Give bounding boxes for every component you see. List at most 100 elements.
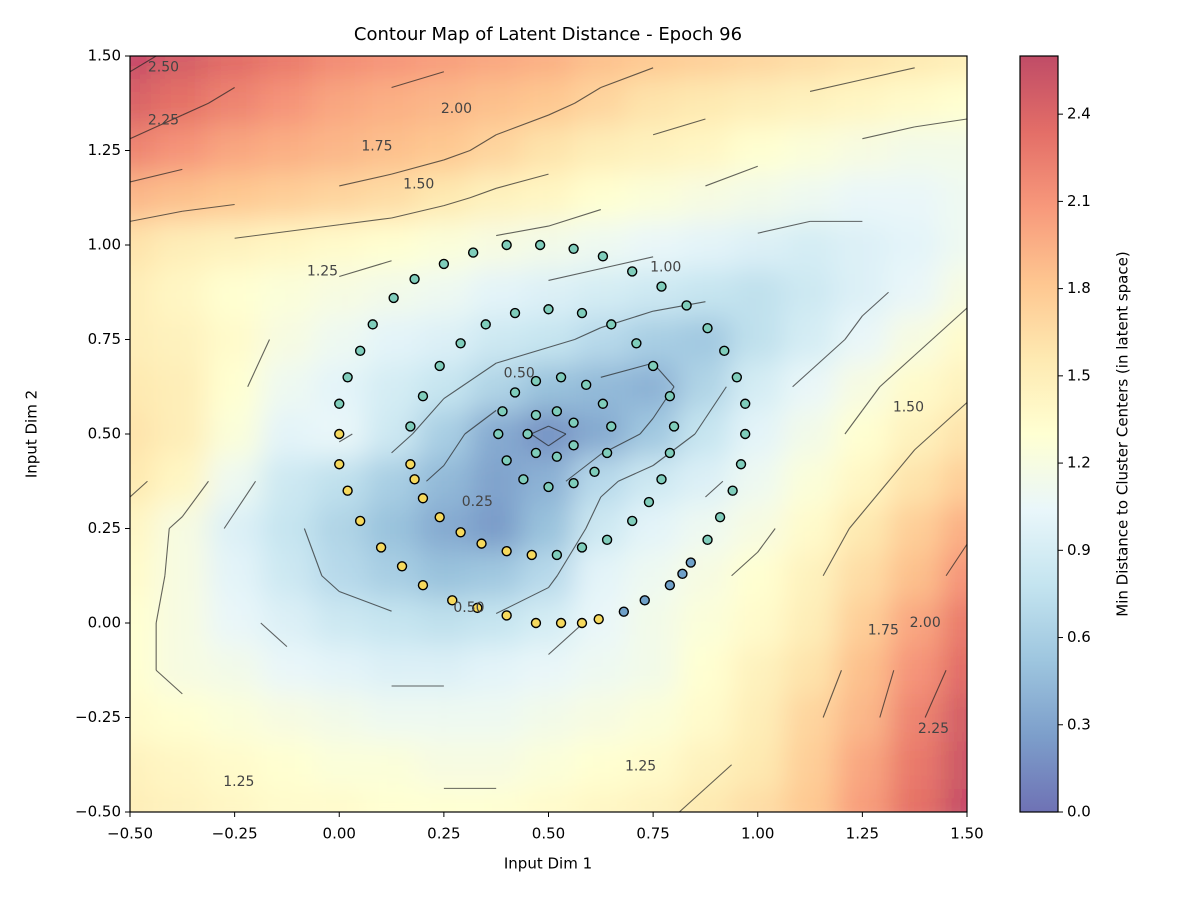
scatter-point bbox=[719, 345, 730, 357]
heat-cell bbox=[364, 646, 419, 695]
colorbar-tick-label: 2.4 bbox=[1067, 105, 1091, 123]
heat-cell bbox=[155, 268, 209, 317]
scatter-point bbox=[434, 511, 445, 523]
colorbar-label: Min Distance to Cluster Centers (in late… bbox=[1114, 251, 1132, 616]
heat-cell bbox=[783, 740, 837, 789]
heat-cell bbox=[155, 126, 209, 175]
scatter-point bbox=[354, 345, 366, 357]
heat-cell bbox=[417, 598, 471, 648]
scatter-point bbox=[342, 372, 353, 383]
x-tick-label: 0.75 bbox=[636, 825, 669, 843]
heat-cell bbox=[417, 126, 471, 175]
heat-cell bbox=[731, 79, 785, 128]
scatter-point bbox=[405, 459, 416, 470]
heat-cell bbox=[888, 315, 942, 364]
heat-cell bbox=[364, 598, 419, 648]
heat-cell bbox=[783, 646, 837, 695]
scatter-point bbox=[664, 391, 676, 402]
heat-cell bbox=[940, 315, 967, 364]
contour-line bbox=[931, 307, 967, 340]
contour-label: 1.25 bbox=[307, 263, 338, 279]
scatter-point bbox=[396, 561, 408, 572]
scatter-point bbox=[375, 542, 387, 553]
heat-cell bbox=[155, 56, 209, 81]
heat-cell bbox=[888, 268, 942, 317]
contour-line bbox=[914, 433, 933, 451]
scatter-point bbox=[568, 417, 579, 428]
scatter-point bbox=[551, 451, 563, 462]
contour-line bbox=[234, 230, 288, 239]
heat-cell bbox=[260, 79, 314, 128]
heat-cell bbox=[835, 409, 890, 459]
contour-line bbox=[757, 220, 811, 234]
scatter-point bbox=[447, 595, 458, 606]
heat-cell bbox=[940, 173, 967, 222]
contour-line bbox=[600, 256, 654, 270]
x-tick-label: 0.50 bbox=[532, 825, 565, 843]
heat-cell bbox=[207, 409, 262, 459]
scatter-point bbox=[627, 266, 638, 277]
y-tick-label: −0.50 bbox=[75, 803, 121, 821]
scatter-point bbox=[702, 534, 713, 546]
heat-cell bbox=[364, 362, 419, 411]
scatter-point bbox=[543, 304, 554, 315]
heat-cell bbox=[207, 56, 262, 81]
scatter-point bbox=[509, 387, 521, 398]
heat-cell bbox=[364, 787, 419, 812]
scatter-point bbox=[597, 398, 609, 409]
heat-cell bbox=[155, 598, 209, 648]
contour-line bbox=[443, 197, 471, 207]
contour-line bbox=[234, 480, 257, 514]
scatter-point bbox=[568, 440, 579, 451]
scatter-point bbox=[551, 549, 563, 561]
contour-line bbox=[548, 425, 567, 435]
heat-cell bbox=[417, 551, 471, 600]
heat-cell bbox=[260, 220, 314, 270]
heat-cell bbox=[469, 693, 523, 742]
heat-cell bbox=[521, 315, 576, 364]
heat-cell bbox=[574, 56, 628, 81]
heat-cell bbox=[783, 79, 837, 128]
contour-line bbox=[530, 433, 549, 447]
heat-cell bbox=[783, 173, 837, 222]
heatmap-layer bbox=[130, 56, 967, 812]
scatter-point bbox=[417, 580, 429, 591]
heat-cell bbox=[678, 220, 733, 270]
heat-cell bbox=[207, 787, 262, 812]
contour-label: 0.50 bbox=[453, 600, 484, 616]
scatter-point bbox=[606, 319, 617, 330]
contour-label: 1.50 bbox=[403, 177, 434, 193]
heat-cell bbox=[626, 173, 680, 222]
heat-cell bbox=[469, 79, 523, 128]
heat-cell bbox=[312, 126, 366, 175]
heat-cell bbox=[130, 173, 157, 222]
scatter-point bbox=[480, 319, 491, 330]
x-tick-label: 0.00 bbox=[323, 825, 356, 843]
scatter-point bbox=[534, 239, 546, 251]
heat-cell bbox=[783, 268, 837, 317]
scatter-point bbox=[739, 398, 751, 409]
contour-label: 2.25 bbox=[918, 721, 949, 737]
scatter-point bbox=[342, 485, 353, 496]
scatter-point bbox=[568, 477, 579, 489]
contour-line bbox=[848, 512, 863, 529]
heat-cell bbox=[574, 740, 628, 789]
heat-cell bbox=[155, 315, 209, 364]
scatter-point bbox=[493, 428, 504, 440]
contour-line bbox=[181, 480, 209, 518]
scatter-point bbox=[530, 617, 542, 629]
scatter-point bbox=[501, 610, 512, 621]
scatter-point bbox=[656, 281, 667, 292]
contour-line bbox=[182, 102, 209, 116]
heat-cell bbox=[417, 787, 471, 812]
scatter-point bbox=[639, 595, 650, 606]
scatter-point bbox=[438, 258, 450, 270]
contour-label: 1.00 bbox=[650, 260, 681, 276]
heat-cell bbox=[835, 173, 890, 222]
heat-cell bbox=[155, 79, 209, 128]
heat-cell bbox=[835, 504, 890, 553]
contour-label: 1.75 bbox=[868, 623, 899, 639]
heat-cell bbox=[521, 740, 576, 789]
contour-line bbox=[223, 512, 236, 529]
heat-cell bbox=[835, 457, 890, 506]
